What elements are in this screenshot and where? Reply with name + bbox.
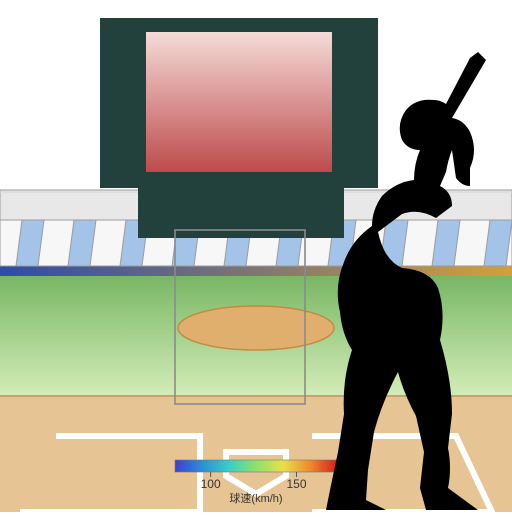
pitch-location-diagram: 100 150 球速(km/h) xyxy=(0,0,512,512)
scene-svg: 100 150 球速(km/h) xyxy=(0,0,512,512)
legend-tick-label: 150 xyxy=(286,477,306,491)
scoreboard-screen xyxy=(146,32,332,172)
pitchers-mound xyxy=(178,306,334,350)
speed-legend-bar xyxy=(175,460,337,472)
legend-label: 球速(km/h) xyxy=(229,491,282,505)
legend-tick-label: 100 xyxy=(201,477,221,491)
